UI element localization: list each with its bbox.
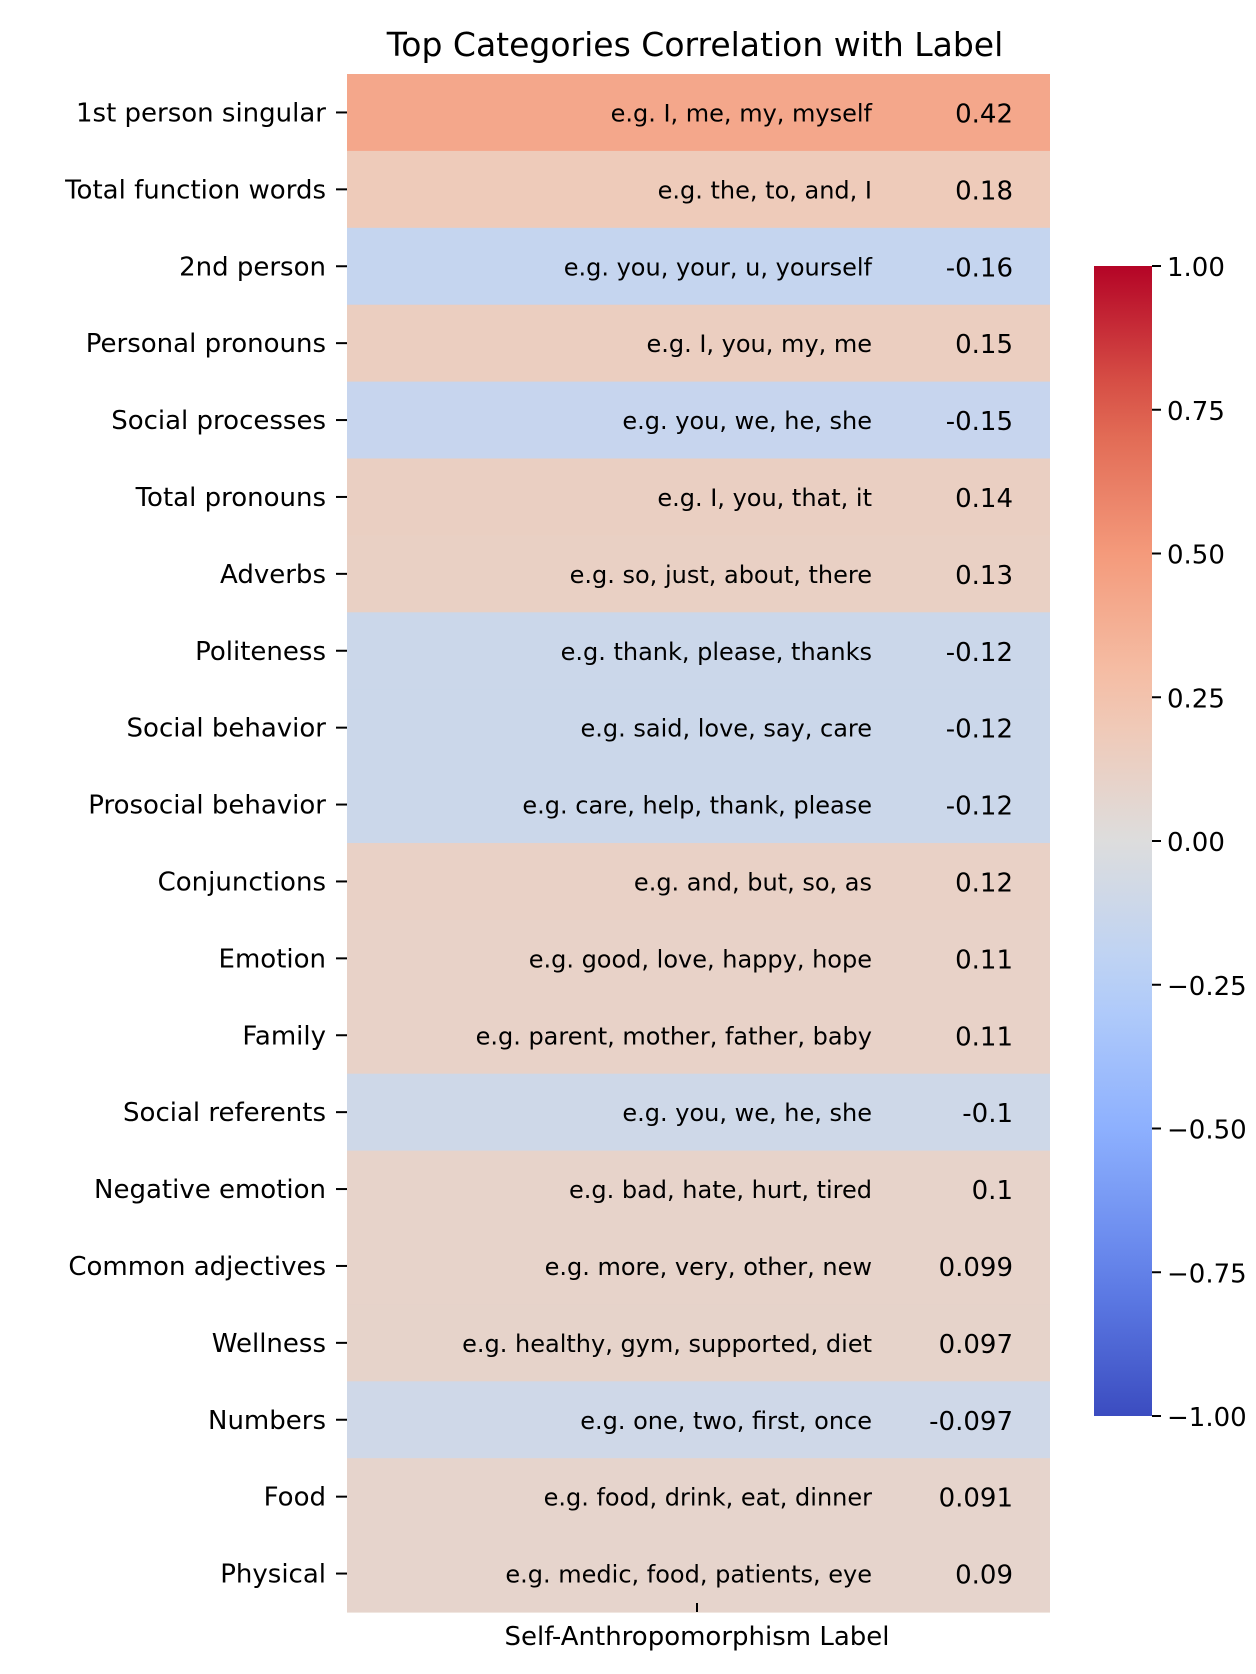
cell-example-label: e.g. said, love, say, care bbox=[580, 715, 872, 743]
colorbar-gradient bbox=[1094, 266, 1152, 1416]
y-tick-label: Total pronouns bbox=[135, 483, 326, 513]
cell-example-label: e.g. I, you, my, me bbox=[646, 330, 872, 358]
cell-example-label: e.g. parent, mother, father, baby bbox=[476, 1022, 872, 1050]
y-tick-label: Negative emotion bbox=[94, 1175, 326, 1205]
heatmap-cell bbox=[347, 1458, 1050, 1536]
y-tick-label: Wellness bbox=[212, 1329, 326, 1359]
y-tick-label: Personal pronouns bbox=[86, 329, 326, 359]
cell-example-label: e.g. healthy, gym, supported, diet bbox=[462, 1330, 872, 1358]
cell-value-label: -0.1 bbox=[962, 1099, 1013, 1129]
colorbar-tick-label: 1.00 bbox=[1167, 253, 1225, 283]
heatmap-cell bbox=[347, 458, 1050, 536]
heatmap-cell bbox=[347, 74, 1050, 152]
y-tick-label: Emotion bbox=[219, 944, 326, 974]
y-tick-label: Conjunctions bbox=[158, 867, 326, 897]
cell-value-label: 0.15 bbox=[955, 330, 1013, 360]
y-tick-label: Family bbox=[242, 1021, 326, 1051]
colorbar-tick-label: 0.75 bbox=[1167, 397, 1225, 427]
cell-example-label: e.g. you, we, he, she bbox=[622, 407, 872, 435]
heatmap-cell bbox=[347, 843, 1050, 921]
colorbar-tick-label: −1.00 bbox=[1167, 1403, 1247, 1433]
cell-example-label: e.g. the, to, and, I bbox=[658, 176, 872, 204]
heatmap-cell bbox=[347, 919, 1050, 998]
y-tick-label: Prosocial behavior bbox=[88, 791, 326, 821]
cell-value-label: 0.09 bbox=[955, 1561, 1013, 1591]
heatmap-cell bbox=[347, 1073, 1050, 1152]
cell-value-label: -0.097 bbox=[929, 1407, 1013, 1437]
cell-example-label: e.g. and, but, so, as bbox=[634, 868, 872, 896]
heatmap-cell bbox=[347, 1381, 1050, 1459]
heatmap-cell bbox=[347, 1150, 1050, 1229]
cell-example-label: e.g. thank, please, thanks bbox=[561, 638, 872, 666]
cell-example-label: e.g. you, your, u, yourself bbox=[564, 253, 873, 281]
cell-value-label: 0.11 bbox=[955, 1022, 1013, 1052]
heatmap-cell bbox=[347, 689, 1050, 767]
y-tick-label: Total function words bbox=[64, 175, 326, 205]
y-tick-label: Food bbox=[264, 1483, 326, 1513]
cell-value-label: 0.091 bbox=[939, 1484, 1013, 1514]
y-tick-label: Adverbs bbox=[220, 560, 326, 590]
heatmap-cells: e.g. I, me, my, myself 0.42 e.g. the, to, … bbox=[347, 74, 1050, 1613]
cell-example-label: e.g. you, we, he, she bbox=[622, 1099, 872, 1127]
y-tick-label: Social behavior bbox=[127, 714, 327, 744]
cell-value-label: 0.097 bbox=[939, 1330, 1013, 1360]
cell-value-label: 0.12 bbox=[955, 868, 1013, 898]
colorbar-tick-label: −0.25 bbox=[1167, 972, 1247, 1002]
heatmap-cell bbox=[347, 227, 1050, 306]
y-axis-labels: 1st person singular Total function words 2… bbox=[64, 98, 347, 1590]
cell-example-label: e.g. care, help, thank, please bbox=[522, 792, 872, 820]
heatmap-cell bbox=[347, 1227, 1050, 1305]
colorbar: 1.00 0.75 0.50 0.25 0.00 −0.25 −0.50 −0.75 −1.00 bbox=[1094, 253, 1247, 1433]
heatmap-cell bbox=[347, 996, 1050, 1075]
colorbar-tick-label: 0.50 bbox=[1167, 541, 1225, 571]
y-tick-label: Politeness bbox=[195, 637, 326, 667]
cell-example-label: e.g. food, drink, eat, dinner bbox=[544, 1484, 873, 1512]
cell-example-label: e.g. I, you, that, it bbox=[657, 484, 872, 512]
y-tick-label: Social referents bbox=[123, 1098, 326, 1128]
cell-value-label: -0.16 bbox=[946, 253, 1013, 283]
cell-value-label: -0.12 bbox=[946, 715, 1013, 745]
heatmap-cell bbox=[347, 766, 1050, 844]
cell-value-label: -0.12 bbox=[946, 638, 1013, 668]
colorbar-tick-label: −0.75 bbox=[1167, 1259, 1247, 1289]
cell-value-label: 0.14 bbox=[955, 484, 1013, 514]
cell-value-label: -0.15 bbox=[946, 407, 1013, 437]
colorbar-tick-label: 0.25 bbox=[1167, 684, 1225, 714]
y-tick-label: Common adjectives bbox=[68, 1252, 326, 1282]
y-tick-label: Numbers bbox=[208, 1406, 326, 1436]
cell-example-label: e.g. good, love, happy, hope bbox=[529, 945, 872, 973]
cell-example-label: e.g. medic, food, patients, eye bbox=[505, 1561, 872, 1589]
chart-title: Top Categories Correlation with Label bbox=[386, 25, 1004, 64]
y-tick-label: Social processes bbox=[111, 406, 326, 436]
cell-example-label: e.g. more, very, other, new bbox=[545, 1253, 872, 1281]
colorbar-tick-label: 0.00 bbox=[1167, 828, 1225, 858]
heatmap-cell bbox=[347, 150, 1050, 229]
cell-example-label: e.g. so, just, about, there bbox=[570, 561, 872, 589]
y-tick-label: Physical bbox=[220, 1560, 326, 1590]
y-tick-label: 1st person singular bbox=[76, 98, 326, 128]
y-tick-label: 2nd person bbox=[179, 252, 326, 282]
heatmap-cell bbox=[347, 612, 1050, 690]
heatmap-cell bbox=[347, 304, 1050, 383]
heatmap-cell bbox=[347, 535, 1050, 613]
cell-value-label: 0.099 bbox=[939, 1253, 1013, 1283]
cell-example-label: e.g. bad, hate, hurt, tired bbox=[569, 1176, 872, 1204]
heatmap-cell bbox=[347, 1304, 1050, 1382]
cell-value-label: 0.1 bbox=[972, 1176, 1013, 1206]
cell-example-label: e.g. I, me, my, myself bbox=[611, 99, 873, 127]
colorbar-tick-label: −0.50 bbox=[1167, 1116, 1247, 1146]
cell-value-label: -0.12 bbox=[946, 792, 1013, 822]
cell-value-label: 0.13 bbox=[955, 561, 1013, 591]
cell-example-label: e.g. one, two, first, once bbox=[580, 1407, 872, 1435]
cell-value-label: 0.42 bbox=[955, 99, 1013, 129]
heatmap-cell bbox=[347, 381, 1050, 460]
cell-value-label: 0.18 bbox=[955, 176, 1013, 206]
heatmap-cell bbox=[347, 1535, 1050, 1613]
cell-value-label: 0.11 bbox=[955, 945, 1013, 975]
x-axis-label: Self-Anthropomorphism Label bbox=[504, 1622, 889, 1652]
